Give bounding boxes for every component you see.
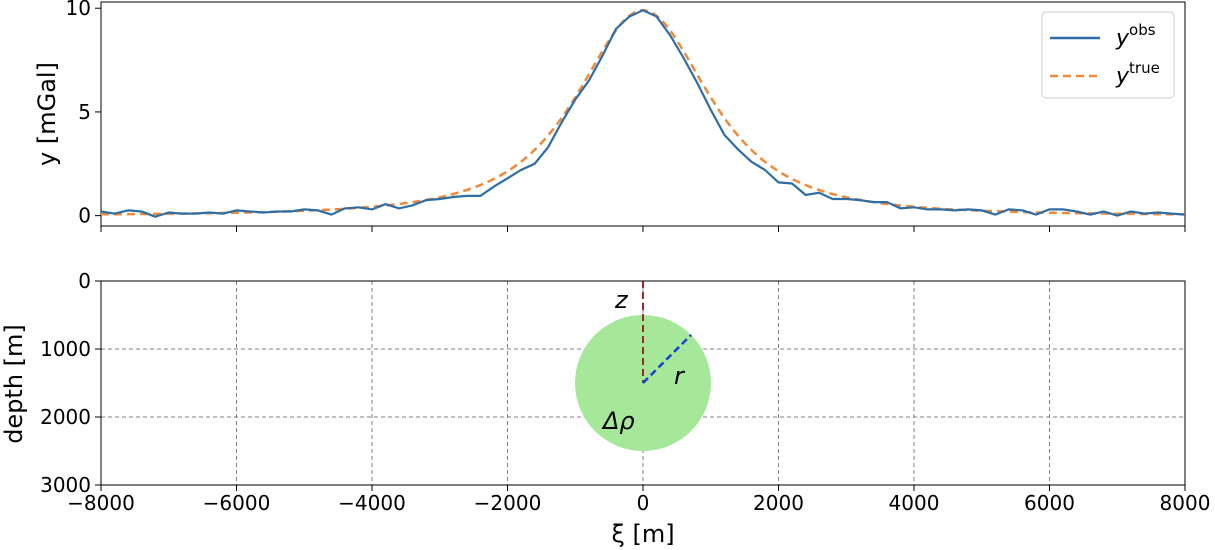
density-contrast-label: Δρ — [601, 407, 635, 435]
bottom-y-ticks: 0 1000 2000 3000 — [40, 269, 101, 497]
radius-label: r — [674, 362, 686, 390]
depth-label: z — [614, 286, 629, 314]
legend-sup-obs: obs — [1129, 21, 1156, 39]
bottom-x-tick-label: −2000 — [474, 491, 542, 515]
bottom-x-tick-label: 0 — [637, 491, 650, 515]
bottom-y-tick-label: 0 — [78, 269, 91, 293]
legend-sup-true: true — [1129, 59, 1160, 77]
bottom-y-axis-label: depth [m] — [0, 324, 28, 444]
bottom-x-tick-label: 6000 — [1024, 491, 1075, 515]
top-plot-frame — [100, 1, 1186, 227]
legend-box — [1041, 11, 1175, 99]
top-y-ticks: 0 5 10 — [66, 0, 101, 228]
radius-line — [642, 334, 692, 384]
top-x-ticks — [100, 226, 1186, 232]
legend-label-true: ytrue — [1115, 59, 1160, 89]
bottom-x-axis-label: ξ [m] — [611, 520, 674, 548]
top-y-axis-label: y [mGal] — [33, 62, 61, 166]
bottom-y-tick-label: 2000 — [40, 405, 91, 429]
bottom-x-tick-label: 4000 — [889, 491, 940, 515]
top-panel: 0 5 10 y [mGal] yobs ytrue — [33, 0, 1186, 232]
top-y-tick-label: 5 — [78, 100, 91, 124]
top-y-tick-label: 10 — [66, 0, 91, 20]
bottom-y-tick-label: 3000 — [40, 473, 91, 497]
legend: yobs ytrue — [1041, 11, 1175, 99]
bottom-x-tick-label: −4000 — [338, 491, 406, 515]
legend-label-obs: yobs — [1115, 21, 1156, 51]
bottom-y-tick-label: 1000 — [40, 337, 91, 361]
bottom-x-tick-label: −8000 — [67, 491, 135, 515]
bottom-x-tick-label: −6000 — [203, 491, 271, 515]
bottom-x-ticks: −8000 −6000 −4000 −2000 0 2000 4000 6000 8000 — [67, 485, 1210, 515]
bottom-x-tick-label: 8000 — [1160, 491, 1211, 515]
top-y-tick-label: 0 — [78, 204, 91, 228]
series-line-obs — [100, 9, 1186, 218]
bottom-panel: z r Δρ 0 1000 2000 3000 −8000 −6000 −4000 −200… — [0, 269, 1210, 548]
bottom-x-tick-label: 2000 — [753, 491, 804, 515]
